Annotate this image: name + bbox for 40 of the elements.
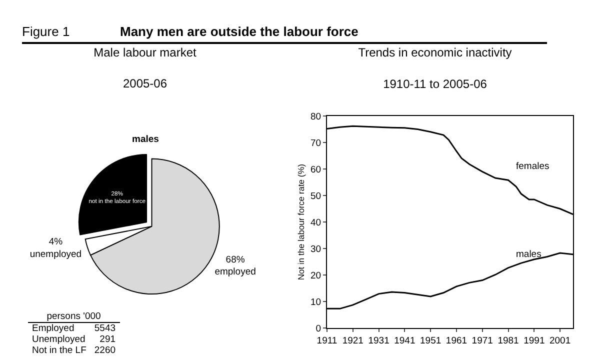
y-tick-label: 20 bbox=[310, 270, 322, 282]
y-tick-label: 80 bbox=[310, 111, 322, 122]
x-tick-label: 2001 bbox=[549, 335, 571, 346]
y-tick-label: 40 bbox=[310, 217, 322, 228]
series-label: males bbox=[516, 249, 542, 260]
text: Unemployed bbox=[31, 334, 86, 345]
caption: Figure 1 bbox=[22, 24, 70, 39]
y-tick-label: 10 bbox=[310, 296, 322, 308]
data-label: 68% bbox=[226, 254, 246, 266]
y-tick-label: 0 bbox=[316, 323, 322, 334]
y-tick-label: 30 bbox=[310, 244, 322, 255]
text: persons '000 bbox=[28, 311, 120, 322]
series-label: females bbox=[516, 161, 550, 172]
chart-title: Trends in economic inactivity bbox=[358, 46, 512, 60]
x-tick-label: 1941 bbox=[394, 335, 416, 346]
x-tick-label: 1981 bbox=[498, 335, 519, 346]
x-tick-label: 1951 bbox=[420, 335, 442, 346]
x-tick-label: 1961 bbox=[446, 335, 468, 346]
text: 5543 bbox=[93, 322, 117, 334]
slice-label: unemployed bbox=[30, 249, 82, 260]
chart-subtitle: 1910-11 to 2005-06 bbox=[383, 76, 488, 91]
x-tick-label: 1971 bbox=[472, 335, 493, 346]
y-tick-label: 70 bbox=[310, 138, 322, 149]
y-tick-label: 50 bbox=[310, 190, 322, 202]
text: Many men are outside the labour force bbox=[120, 24, 358, 39]
chart-title: Male labour market bbox=[94, 45, 198, 60]
x-tick-label: 1991 bbox=[524, 335, 545, 346]
text: 2260 bbox=[93, 345, 117, 356]
slice-label: employed bbox=[214, 266, 256, 278]
x-tick-label: 1931 bbox=[368, 335, 390, 346]
y-axis-title: Not in the labour force rate (%) bbox=[296, 164, 306, 280]
text: males bbox=[132, 134, 159, 145]
text: 291 bbox=[98, 334, 117, 345]
x-tick-label: 1921 bbox=[342, 335, 364, 346]
text: Employed bbox=[31, 322, 76, 334]
chart-subtitle: 2005-06 bbox=[122, 76, 168, 91]
data-label: 4% bbox=[48, 236, 64, 248]
y-tick-label: 60 bbox=[310, 164, 322, 176]
text: Not in the LF bbox=[31, 345, 88, 356]
x-tick-label: 1911 bbox=[316, 335, 338, 346]
